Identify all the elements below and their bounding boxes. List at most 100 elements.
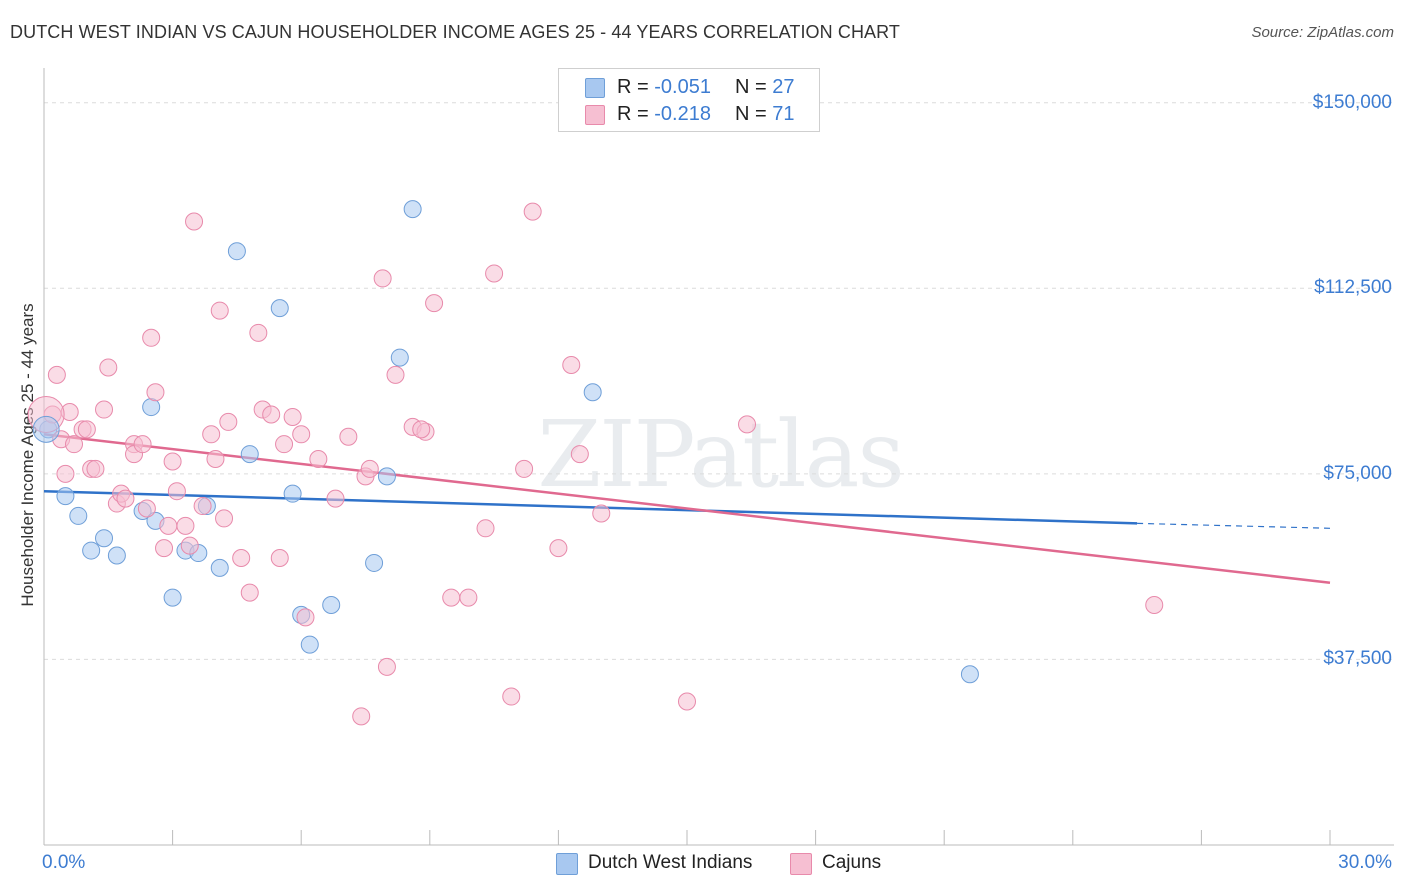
- point-cajuns: [206, 450, 225, 469]
- trend-line-dutch-west-indians: [43, 489, 1138, 525]
- legend-n-label: N =: [735, 76, 773, 98]
- point-cajuns: [425, 294, 444, 313]
- point-dutch-west-indians: [210, 558, 229, 577]
- point-cajuns: [146, 383, 165, 402]
- point-dutch-west-indians: [403, 200, 422, 219]
- point-cajuns: [412, 420, 431, 439]
- point-cajuns: [65, 435, 84, 454]
- point-dutch-west-indians: [270, 299, 289, 318]
- point-cajuns: [292, 425, 311, 444]
- point-cajuns: [86, 459, 105, 478]
- point-cajuns: [377, 657, 396, 676]
- data-points: [27, 200, 1164, 726]
- point-cajuns: [352, 707, 371, 726]
- point-cajuns: [326, 489, 345, 508]
- point-cajuns: [133, 435, 152, 454]
- point-cajuns: [176, 516, 195, 535]
- point-cajuns: [56, 464, 75, 483]
- series-swatch-cajuns: [790, 853, 812, 875]
- trend-line-dutch-west-indians-extension: [1137, 522, 1331, 529]
- series-legend-label: Dutch West Indians: [588, 852, 753, 873]
- point-dutch-west-indians: [69, 506, 88, 525]
- point-dutch-west-indians: [107, 546, 126, 565]
- point-cajuns: [283, 407, 302, 426]
- y-tick-label: $112,500: [1314, 277, 1392, 299]
- point-cajuns: [142, 328, 161, 347]
- point-cajuns: [185, 212, 204, 231]
- point-cajuns: [549, 539, 568, 558]
- point-dutch-west-indians: [300, 635, 319, 654]
- point-cajuns: [476, 519, 495, 538]
- point-cajuns: [309, 450, 328, 469]
- y-tick-label: $75,000: [1323, 462, 1392, 484]
- point-cajuns: [373, 269, 392, 288]
- point-dutch-west-indians: [240, 445, 259, 464]
- point-cajuns: [99, 358, 118, 377]
- legend-r-value: -0.051: [654, 76, 711, 98]
- point-cajuns: [570, 445, 589, 464]
- point-cajuns: [339, 427, 358, 446]
- point-dutch-west-indians: [56, 487, 75, 506]
- point-dutch-west-indians: [390, 348, 409, 367]
- series-legend-label: Cajuns: [822, 852, 882, 873]
- point-dutch-west-indians: [365, 553, 384, 572]
- point-dutch-west-indians: [227, 242, 246, 261]
- point-cajuns: [1145, 596, 1164, 615]
- point-dutch-west-indians: [142, 398, 161, 417]
- point-cajuns: [163, 452, 182, 471]
- x-tick-label-min: 0.0%: [42, 852, 86, 873]
- watermark: ZIPatlas: [537, 401, 902, 508]
- point-cajuns: [296, 608, 315, 627]
- point-cajuns: [459, 588, 478, 607]
- legend-r-value: -0.218: [654, 103, 711, 125]
- point-dutch-west-indians: [322, 596, 341, 615]
- point-dutch-west-indians: [377, 467, 396, 486]
- point-cajuns: [47, 365, 66, 384]
- point-cajuns: [116, 489, 135, 508]
- trend-lines: [43, 433, 1331, 584]
- y-tick-label: $150,000: [1312, 91, 1392, 113]
- trend-line-cajuns: [43, 433, 1331, 584]
- point-dutch-west-indians: [283, 484, 302, 503]
- y-tick-label: $37,500: [1323, 648, 1392, 670]
- point-cajuns: [232, 548, 251, 567]
- point-cajuns: [180, 536, 199, 555]
- point-cajuns: [442, 588, 461, 607]
- point-cajuns: [137, 499, 156, 518]
- point-cajuns: [485, 264, 504, 283]
- axes: [43, 68, 1394, 846]
- point-cajuns: [592, 504, 611, 523]
- point-cajuns: [360, 459, 379, 478]
- point-cajuns: [386, 365, 405, 384]
- chart-title: DUTCH WEST INDIAN VS CAJUN HOUSEHOLDER I…: [10, 22, 901, 42]
- point-cajuns: [562, 356, 581, 375]
- point-cajuns: [270, 548, 289, 567]
- point-dutch-west-indians: [82, 541, 101, 560]
- legend-n-value: 71: [772, 103, 795, 125]
- point-cajuns: [738, 415, 757, 434]
- point-dutch-west-indians: [95, 529, 114, 548]
- point-dutch-west-indians: [163, 588, 182, 607]
- point-cajuns: [262, 405, 281, 424]
- source-credit: Source: ZipAtlas.com: [1251, 24, 1394, 41]
- point-cajuns: [215, 509, 234, 528]
- correlation-legend: R = -0.051 N = 27 R = -0.218 N = 71: [558, 68, 820, 132]
- point-dutch-west-indians: [960, 665, 979, 684]
- point-cajuns: [210, 301, 229, 320]
- point-cajuns: [159, 516, 178, 535]
- point-cajuns: [275, 435, 294, 454]
- point-cajuns: [249, 323, 268, 342]
- point-cajuns: [219, 412, 238, 431]
- point-dutch-west-indians: [583, 383, 602, 402]
- point-cajuns: [193, 497, 212, 516]
- legend-r-label: R =: [617, 103, 655, 125]
- legend-n-value: 27: [772, 76, 795, 98]
- series-swatch-dutch-west-indians: [556, 853, 578, 875]
- point-cajuns: [202, 425, 221, 444]
- legend-swatch-dutch-west-indians: [585, 78, 605, 98]
- legend-swatch-cajuns: [585, 105, 605, 125]
- legend-n-label: N =: [735, 103, 773, 125]
- point-cajuns: [155, 539, 174, 558]
- point-cajuns: [77, 420, 96, 439]
